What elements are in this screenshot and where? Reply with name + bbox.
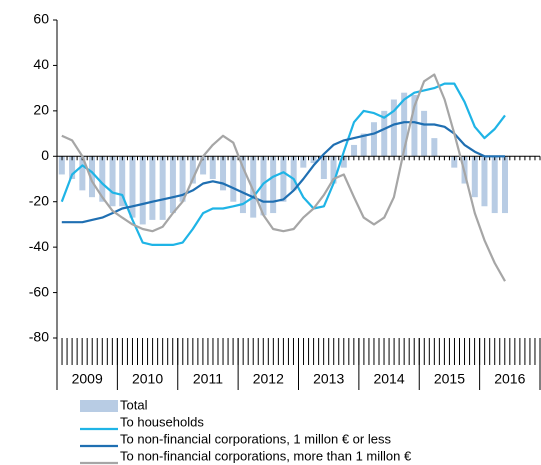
bar [280,156,287,202]
bar [381,110,388,157]
y-tick-label: -40 [29,238,49,254]
y-tick-label: 0 [41,147,49,163]
bar [501,156,508,214]
bar [290,156,297,191]
legend-swatch [80,400,118,412]
bar [200,156,207,175]
bar [220,156,227,191]
x-tick-label: 2010 [132,371,163,387]
bar [169,156,176,214]
legend-label: Total [120,397,148,412]
bar [360,133,367,157]
x-tick-label: 2016 [494,371,525,387]
bar [239,156,246,214]
bar [351,144,358,157]
y-tick-label: 20 [33,102,49,118]
bar [149,156,156,220]
bar [189,156,196,184]
bar [370,122,377,157]
bar [260,156,267,216]
y-tick-label: -80 [29,329,49,345]
bar [421,110,428,157]
bar [159,156,166,220]
bar [481,156,488,207]
bar [491,156,498,214]
legend-label: To non-financial corporations, more than… [120,448,412,463]
bar [451,156,458,168]
bar [209,156,216,179]
bar [330,156,337,184]
line [61,121,505,224]
bar [179,156,186,202]
bar [79,156,86,191]
bar [471,156,478,198]
bar [89,156,96,198]
bar [340,156,347,168]
bar [401,92,408,157]
legend-label: To non-financial corporations, 1 millon … [120,431,391,446]
bar [411,94,418,157]
bar [390,99,397,157]
bar [431,138,438,157]
legend-label: To households [120,414,204,429]
x-tick-label: 2015 [434,371,465,387]
x-tick-label: 2012 [253,371,284,387]
bar [250,156,257,218]
x-tick-label: 2011 [193,371,223,387]
x-tick-label: 2014 [373,371,404,387]
bar [230,156,237,202]
bar [58,156,65,175]
y-tick-label: -20 [29,192,49,208]
bar [320,156,327,179]
bar [129,156,136,218]
bar [119,156,126,207]
y-tick-label: 40 [33,56,49,72]
bar [109,156,116,207]
bar [270,156,277,214]
x-tick-label: 2009 [72,371,103,387]
line [60,82,506,246]
bar [139,156,146,225]
bar [69,156,76,179]
line [61,73,506,282]
bar [300,156,307,168]
y-tick-label: 60 [33,11,49,27]
bar [99,156,106,202]
y-tick-label: -60 [29,283,49,299]
x-tick-label: 2013 [313,371,344,387]
